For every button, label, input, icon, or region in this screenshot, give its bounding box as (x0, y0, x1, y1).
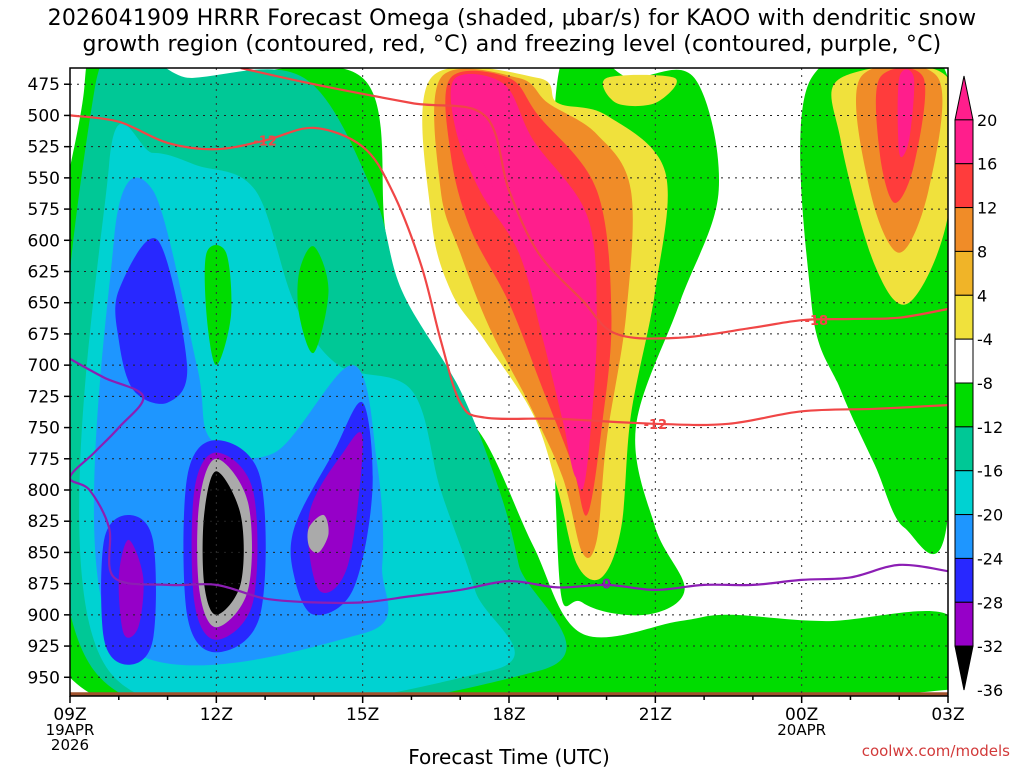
x-tick-label-0-0: 09Z (53, 705, 86, 725)
y-tick-label-550: 550 (28, 169, 60, 189)
colorbar-label-11: -28 (977, 593, 1003, 612)
x-tick-label-18-0: 03Z (931, 705, 964, 725)
y-tick-label-675: 675 (28, 325, 60, 345)
colorbar-box-10 (954, 557, 974, 603)
dendritic-contour-0 (70, 114, 948, 427)
x-tick-label-3-0: 12Z (200, 705, 233, 725)
y-tick-label-850: 850 (28, 543, 60, 563)
colorbar-box-9 (954, 514, 974, 559)
x-tick-label-0-2: 2026 (51, 736, 89, 754)
colorbar-box-2 (954, 207, 974, 252)
y-tick-label-900: 900 (28, 606, 60, 626)
x-tick-label-15-0: 00Z (785, 705, 818, 725)
colorbar-label-5: -4 (977, 330, 993, 349)
colorbar-box-5 (954, 338, 974, 384)
colorbar-box-6 (954, 382, 974, 428)
x-tick-label-9-0: 18Z (492, 705, 525, 725)
omega-region-26 (897, 69, 915, 158)
colorbar-label-3: 8 (977, 242, 987, 261)
y-tick-label-775: 775 (28, 450, 60, 470)
colorbar-top-arrow (954, 75, 974, 121)
y-tick-label-925: 925 (28, 637, 60, 657)
colorbar-label-13: -36 (977, 681, 1003, 700)
dendritic-contour-1 (240, 68, 948, 340)
colorbar-label-1: 16 (977, 155, 997, 174)
colorbar-box-0 (954, 119, 974, 165)
colorbar-box-3 (954, 250, 974, 296)
colorbar-label-8: -16 (977, 462, 1003, 481)
colorbar-box-1 (954, 163, 974, 209)
colorbar-label-12: -32 (977, 637, 1003, 656)
colorbar-label-7: -12 (977, 418, 1003, 437)
x-tick-label-15-1: 20APR (777, 721, 826, 739)
y-tick-label-625: 625 (28, 263, 60, 283)
colorbar-label-0: 20 (977, 111, 997, 130)
chart-title-line-2: growth region (contoured, red, °C) and f… (82, 32, 942, 57)
dendritic-contour-label-1: -12 (644, 418, 668, 433)
dendritic-contour-label-2: -18 (805, 314, 829, 329)
y-tick-label-800: 800 (28, 481, 60, 501)
colorbar-label-2: 12 (977, 199, 997, 218)
freezing-level-label: 0 (602, 578, 611, 593)
x-tick-label-6-0: 15Z (346, 705, 379, 725)
omega-region-15 (297, 246, 329, 354)
omega-region-8 (118, 539, 144, 638)
x-tick-label-12-0: 21Z (639, 705, 672, 725)
x-axis-label: Forecast Time (UTC) (408, 745, 610, 768)
y-tick-label-600: 600 (28, 231, 60, 251)
colorbar-label-9: -20 (977, 506, 1003, 525)
omega-region-20 (602, 74, 677, 107)
freezing-level-contour (70, 357, 948, 605)
terrain-strip (70, 692, 948, 696)
colorbar-label-10: -24 (977, 549, 1003, 568)
y-tick-label-950: 950 (28, 668, 60, 688)
y-tick-label-700: 700 (28, 356, 60, 376)
omega-region-27 (456, 79, 520, 228)
y-tick-label-875: 875 (28, 575, 60, 595)
y-tick-label-500: 500 (28, 106, 60, 126)
colorbar-label-4: 4 (977, 286, 987, 305)
x-tick-label-0-1: 19APR (46, 721, 95, 739)
y-tick-label-575: 575 (28, 200, 60, 220)
y-tick-label-650: 650 (28, 294, 60, 314)
y-tick-label-525: 525 (28, 138, 60, 158)
colorbar-box-4 (954, 294, 974, 340)
colorbar-label-6: -8 (977, 374, 993, 393)
chart-title-line-1: 2026041909 HRRR Forecast Omega (shaded, … (47, 6, 977, 31)
y-tick-label-825: 825 (28, 512, 60, 532)
y-tick-label-725: 725 (28, 387, 60, 407)
colorbar-bottom-arrow (954, 645, 974, 691)
omega-region-12 (307, 514, 329, 553)
omega-region-14 (204, 245, 232, 366)
omega-region-4 (115, 238, 188, 404)
y-tick-label-475: 475 (28, 75, 60, 95)
colorbar-box-8 (954, 470, 974, 516)
omega-region-10 (307, 432, 363, 594)
y-tick-label-750: 750 (28, 419, 60, 439)
omega-region-13 (202, 471, 244, 615)
colorbar-box-11 (954, 601, 974, 647)
colorbar-box-7 (954, 426, 974, 472)
site-credit: coolwx.com/models (861, 742, 1010, 760)
dendritic-contour-label-0: -12 (253, 134, 277, 149)
